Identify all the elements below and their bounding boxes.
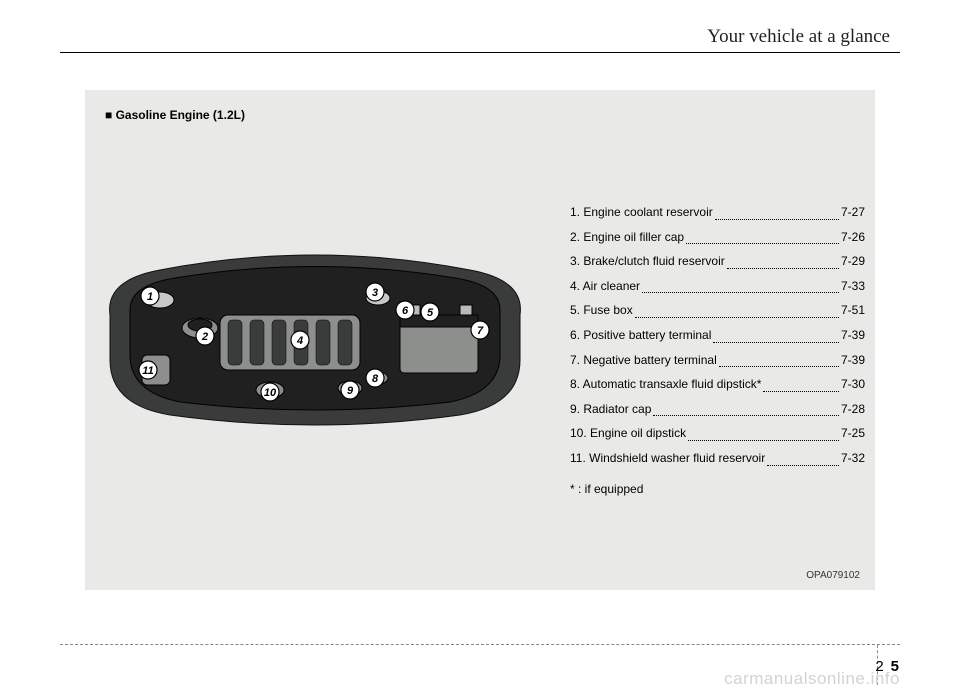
leader-dots [713,323,839,343]
parts-row: 4. Air cleaner 7-33 [570,274,865,299]
callout-marker: 11 [139,361,157,379]
svg-text:7: 7 [477,325,484,337]
engine-label: ■ Gasoline Engine (1.2L) [105,108,245,122]
part-label: 1. Engine coolant reservoir [570,200,713,225]
part-page: 7-33 [841,274,865,299]
parts-row: 7. Negative battery terminal 7-39 [570,348,865,373]
part-page: 7-27 [841,200,865,225]
part-page: 7-25 [841,421,865,446]
svg-text:11: 11 [142,365,153,377]
parts-row: 9. Radiator cap 7-28 [570,397,865,422]
callout-marker: 1 [141,287,159,305]
svg-text:2: 2 [201,331,208,343]
part-page: 7-32 [841,446,865,471]
leader-dots [653,397,839,417]
parts-row: 10. Engine oil dipstick 7-25 [570,421,865,446]
callout-marker: 7 [471,321,489,339]
part-label: 4. Air cleaner [570,274,640,299]
leader-dots [635,298,839,318]
part-page: 7-26 [841,225,865,250]
part-page: 7-51 [841,298,865,323]
svg-text:9: 9 [347,385,354,397]
callout-marker: 8 [366,369,384,387]
parts-row: 3. Brake/clutch fluid reservoir 7-29 [570,249,865,274]
parts-list: 1. Engine coolant reservoir 7-272. Engin… [570,200,865,501]
parts-row: 1. Engine coolant reservoir 7-27 [570,200,865,225]
svg-text:8: 8 [372,373,379,385]
header-rule [60,52,900,53]
leader-dots [686,225,839,245]
parts-row: 8. Automatic transaxle fluid dipstick* 7… [570,372,865,397]
svg-text:6: 6 [402,305,409,317]
svg-text:5: 5 [427,307,434,319]
leader-dots [688,421,839,441]
callout-marker: 9 [341,381,359,399]
leader-dots [727,249,839,269]
parts-row: 6. Positive battery terminal 7-39 [570,323,865,348]
engine-diagram: 1 2 3 4 5 6 7 8 9 10 11 [100,220,530,440]
parts-row: 5. Fuse box 7-51 [570,298,865,323]
callout-marker: 6 [396,301,414,319]
svg-text:1: 1 [147,291,153,303]
part-label: 7. Negative battery terminal [570,348,717,373]
footer-rule [60,644,900,645]
svg-text:3: 3 [372,287,378,299]
leader-dots [719,348,839,368]
callout-marker: 10 [261,383,279,401]
part-label: 5. Fuse box [570,298,633,323]
part-page: 7-29 [841,249,865,274]
part-label: 11. Windshield washer fluid reservoir [570,446,765,471]
svg-text:4: 4 [296,335,303,347]
svg-text:10: 10 [264,387,277,399]
part-label: 8. Automatic transaxle fluid dipstick* [570,372,761,397]
part-label: 9. Radiator cap [570,397,651,422]
parts-row: 2. Engine oil filler cap 7-26 [570,225,865,250]
part-page: 7-30 [841,372,865,397]
equipped-note: * : if equipped [570,477,865,502]
part-label: 3. Brake/clutch fluid reservoir [570,249,725,274]
watermark: carmanualsonline.info [724,669,900,689]
leader-dots [642,274,839,294]
part-label: 6. Positive battery terminal [570,323,711,348]
part-label: 10. Engine oil dipstick [570,421,686,446]
part-label: 2. Engine oil filler cap [570,225,684,250]
part-page: 7-39 [841,348,865,373]
parts-row: 11. Windshield washer fluid reservoir 7-… [570,446,865,471]
leader-dots [763,372,839,392]
callout-marker: 2 [196,327,214,345]
leader-dots [767,446,839,466]
part-page: 7-28 [841,397,865,422]
section-title: Your vehicle at a glance [697,26,900,48]
image-code: OPA079102 [806,570,860,581]
leader-dots [715,200,839,220]
callout-marker: 3 [366,283,384,301]
callout-marker: 5 [421,303,439,321]
callout-marker: 4 [291,331,309,349]
part-page: 7-39 [841,323,865,348]
